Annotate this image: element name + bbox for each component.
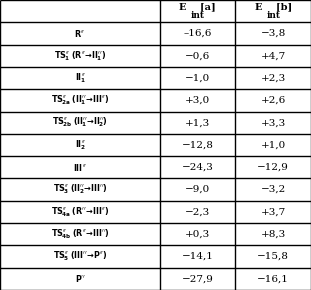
Text: +1,0: +1,0 bbox=[261, 140, 286, 150]
Text: −24,3: −24,3 bbox=[182, 163, 214, 172]
Text: $\mathbf{II^{\prime\prime}_{\!2}}$: $\mathbf{II^{\prime\prime}_{\!2}}$ bbox=[75, 138, 86, 152]
Text: +8,3: +8,3 bbox=[261, 230, 286, 239]
Text: +0,3: +0,3 bbox=[185, 230, 211, 239]
Text: +1,3: +1,3 bbox=[185, 118, 211, 127]
Text: $\mathbf{TS^{\prime\prime}_{\!2a}\ (II^{\prime\prime}_{\!1}\!\rightarrow\!III^{\: $\mathbf{TS^{\prime\prime}_{\!2a}\ (II^{… bbox=[51, 94, 109, 107]
Text: E    [a]: E [a] bbox=[179, 3, 216, 12]
Text: −12,9: −12,9 bbox=[257, 163, 289, 172]
Text: +2,3: +2,3 bbox=[261, 74, 286, 83]
Text: $\mathbf{TS^{\prime\prime}_{\!1}\ (R^{\prime\prime}\!\rightarrow\!II^{\prime\pri: $\mathbf{TS^{\prime\prime}_{\!1}\ (R^{\p… bbox=[54, 49, 106, 63]
Text: $\mathbf{TS^{\prime\prime}_{\!4b}\ (R^{\prime\prime}\!\rightarrow\!III^{\prime\p: $\mathbf{TS^{\prime\prime}_{\!4b}\ (R^{\… bbox=[51, 227, 109, 241]
Text: −3,2: −3,2 bbox=[261, 185, 286, 194]
Text: $\mathbf{P^{\prime\prime}}$: $\mathbf{P^{\prime\prime}}$ bbox=[75, 273, 86, 284]
Text: −0,6: −0,6 bbox=[185, 51, 211, 60]
Text: +4,7: +4,7 bbox=[261, 51, 286, 60]
Text: +3,7: +3,7 bbox=[261, 207, 286, 216]
Text: $\mathbf{TS^{\prime\prime}_{\!5}\ (III^{\prime\prime}\!\rightarrow\!P^{\prime\pr: $\mathbf{TS^{\prime\prime}_{\!5}\ (III^{… bbox=[53, 250, 108, 263]
Text: $\mathbf{TS^{\prime\prime}_{\!3}\ (II^{\prime\prime}_{\!2}\!\rightarrow\!III^{\p: $\mathbf{TS^{\prime\prime}_{\!3}\ (II^{\… bbox=[53, 183, 108, 196]
Text: −12,8: −12,8 bbox=[182, 140, 214, 150]
Text: $\mathbf{II^{\prime\prime}_{\!1}}$: $\mathbf{II^{\prime\prime}_{\!1}}$ bbox=[75, 71, 86, 85]
Text: +3,3: +3,3 bbox=[261, 118, 286, 127]
Text: $\mathbf{TS^{\prime\prime}_{\!2b}\ (II^{\prime\prime}_{\!1}\!\rightarrow\!II^{\p: $\mathbf{TS^{\prime\prime}_{\!2b}\ (II^{… bbox=[52, 116, 108, 129]
Text: −16,1: −16,1 bbox=[257, 274, 289, 283]
Text: int: int bbox=[191, 11, 205, 20]
Text: −14,1: −14,1 bbox=[182, 252, 214, 261]
Text: –16,6: –16,6 bbox=[183, 29, 212, 38]
Text: −9,0: −9,0 bbox=[185, 185, 211, 194]
Text: $\mathbf{R^{\prime\prime}}$: $\mathbf{R^{\prime\prime}}$ bbox=[74, 28, 86, 39]
Text: −27,9: −27,9 bbox=[182, 274, 214, 283]
Text: −1,0: −1,0 bbox=[185, 74, 211, 83]
Text: −3,8: −3,8 bbox=[261, 29, 286, 38]
Text: $\mathbf{TS^{\prime\prime}_{\!4a}\ (R^{\prime\prime}\!\rightarrow\!III^{\prime\p: $\mathbf{TS^{\prime\prime}_{\!4a}\ (R^{\… bbox=[51, 205, 109, 219]
Text: int: int bbox=[266, 11, 280, 20]
Text: −2,3: −2,3 bbox=[185, 207, 211, 216]
Text: +3,0: +3,0 bbox=[185, 96, 211, 105]
Text: −15,8: −15,8 bbox=[257, 252, 289, 261]
Text: $\mathbf{III^{\prime\prime}}$: $\mathbf{III^{\prime\prime}}$ bbox=[73, 162, 87, 173]
Text: E    [b]: E [b] bbox=[255, 3, 292, 12]
Text: +2,6: +2,6 bbox=[261, 96, 286, 105]
